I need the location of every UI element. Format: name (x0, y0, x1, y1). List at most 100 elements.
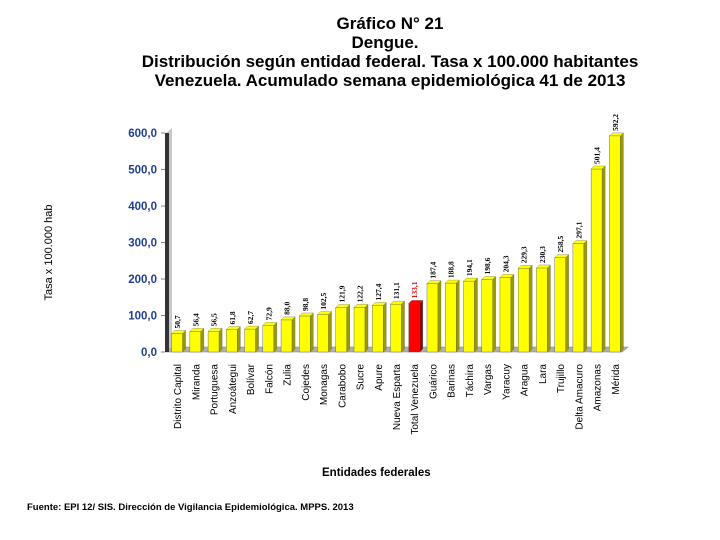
bar-top (225, 326, 241, 330)
bar (262, 325, 275, 353)
data-label: 258,5 (556, 236, 565, 253)
data-label: 121,9 (337, 285, 346, 302)
bar-side (401, 300, 405, 353)
bar-top (171, 330, 186, 334)
bar (445, 282, 457, 353)
x-tick-label: Aragua (520, 364, 531, 397)
y-tick-label: 500,0 (128, 165, 157, 177)
bar (499, 277, 512, 353)
y-axis-line (165, 133, 169, 352)
bar-side (273, 322, 277, 353)
x-tick-label: Miranda (191, 364, 202, 401)
y-tick-label: 600,0 (128, 128, 157, 140)
bar (317, 314, 329, 353)
data-label: 127,4 (374, 283, 383, 300)
chart-title: Distribución según entidad federal. Tasa… (141, 52, 639, 71)
x-tick-label: Portuguesa (210, 364, 221, 416)
data-label: 592,2 (611, 114, 620, 131)
bar-side (182, 330, 186, 353)
data-label: 194,1 (465, 259, 474, 276)
data-label: 102,5 (319, 292, 328, 309)
data-label: 50,7 (173, 315, 182, 328)
data-label: 133,1 (410, 281, 419, 298)
data-label: 230,3 (538, 246, 547, 263)
x-tick-label: Mérida (611, 364, 622, 395)
bar-side (620, 132, 624, 353)
data-label: 56,4 (191, 313, 200, 326)
bar-side (529, 264, 533, 353)
bar-side (565, 254, 569, 353)
bar-side (437, 280, 442, 353)
bar (335, 307, 347, 353)
bar (408, 303, 420, 353)
x-tick-label: Distrito Capital (173, 364, 184, 429)
y-tick-label: 300,0 (128, 238, 157, 250)
bar-top (353, 304, 369, 308)
bar-top (554, 254, 570, 258)
bar (481, 279, 493, 353)
chart-context: Venezuela. Acumulado semana epidemiológi… (154, 71, 626, 90)
y-axis-title: Tasa x 100.000 hab (43, 204, 55, 300)
bar-side (601, 165, 606, 353)
bar-top (408, 300, 424, 304)
data-label: 188,8 (447, 261, 456, 278)
y-tick-label: 0,0 (141, 347, 157, 359)
data-label: 88,0 (283, 302, 292, 315)
bar-top (335, 304, 351, 308)
bar-top (262, 322, 278, 326)
bar-top (244, 325, 259, 330)
bar (226, 329, 238, 353)
x-tick-label: Lara (538, 364, 549, 384)
x-tick-label: Amazonas (593, 364, 604, 411)
bar-top (536, 264, 551, 269)
bar (299, 315, 311, 353)
bar-side (328, 311, 332, 353)
bar-side (474, 277, 478, 353)
x-tick-label: Trujillo (556, 364, 567, 394)
bar-side (310, 312, 314, 353)
x-tick-label: Sucre (356, 364, 367, 391)
bar (426, 283, 439, 353)
bar-side (218, 328, 223, 353)
bar-top (371, 302, 387, 306)
bar-top (499, 274, 515, 278)
bar-side (200, 328, 205, 353)
x-tick-label: Táchira (465, 364, 476, 398)
bar-top (207, 328, 223, 332)
bar-top (426, 280, 442, 284)
x-tick-label: Apure (374, 364, 385, 391)
bar (609, 135, 621, 353)
x-tick-label: Anzoátegui (228, 364, 239, 414)
bar-top (590, 165, 606, 170)
bar (517, 268, 530, 353)
x-tick-label: Yaracuy (501, 364, 512, 400)
bar-side (237, 326, 241, 353)
bar-top (390, 300, 405, 305)
bar (372, 305, 384, 353)
y-tick-label: 400,0 (128, 201, 157, 213)
data-label: 204,3 (501, 255, 510, 272)
data-label: 62,7 (246, 311, 255, 324)
source-note: Fuente: EPI 12/ SIS. Dirección de Vigila… (27, 502, 354, 513)
data-label: 72,9 (264, 307, 273, 320)
data-label: 61,8 (228, 311, 237, 324)
x-tick-label: Nueva Esparta (392, 364, 403, 431)
data-label: 187,4 (428, 261, 437, 278)
data-label: 56,5 (210, 313, 219, 326)
x-tick-label: Guárico (428, 364, 439, 399)
bar (353, 307, 366, 353)
bar-side (419, 300, 423, 353)
bar-top (463, 278, 478, 282)
x-tick-label: Barinas (447, 364, 458, 398)
bar-top (517, 265, 533, 269)
bar (207, 331, 220, 353)
bar (554, 257, 566, 353)
x-tick-label: Zulia (283, 364, 294, 386)
bar (590, 168, 603, 353)
bar-top (609, 132, 624, 136)
data-label: 98,8 (301, 298, 310, 311)
bar-top (572, 240, 588, 244)
x-tick-label: Total Venezuela (410, 364, 421, 435)
x-axis-title: Entidades federales (322, 467, 431, 479)
